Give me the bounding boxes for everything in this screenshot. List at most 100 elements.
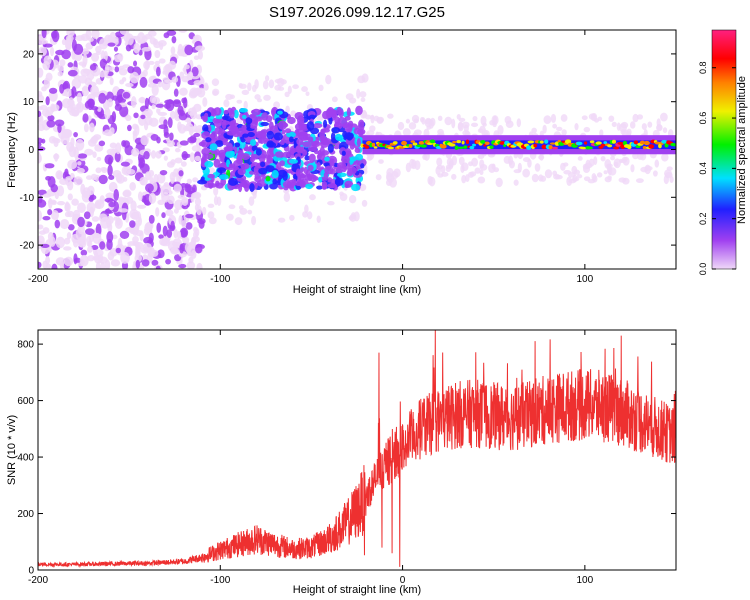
heatmap-blob: [193, 226, 198, 233]
heatmap-blob: [82, 113, 89, 123]
heatmap-blob: [440, 165, 446, 174]
heatmap-blob: [118, 67, 128, 76]
heatmap-blob: [122, 140, 131, 149]
heatmap-blob: [135, 259, 141, 269]
carrier-band-blob: [480, 140, 486, 144]
heatmap-blob: [45, 106, 54, 117]
carrier-band-blob: [412, 142, 418, 146]
heatmap-blob: [599, 129, 604, 137]
heatmap-blob: [107, 98, 113, 108]
heatmap-blob: [157, 81, 163, 88]
bottom-y-axis-label: SNR (10 * v/v): [6, 415, 18, 485]
heatmap-blob: [327, 143, 334, 153]
heatmap-blob: [198, 141, 206, 147]
colorbar-tick-label: 0.0: [698, 263, 708, 276]
heatmap-blob: [81, 48, 90, 55]
heatmap-blob: [361, 199, 368, 207]
heatmap-blob: [249, 113, 256, 119]
heatmap-blob: [144, 97, 149, 110]
y-tick-label: 800: [17, 340, 34, 351]
carrier-band-blob: [539, 140, 544, 144]
heatmap-blob: [88, 240, 93, 248]
heatmap-blob: [337, 162, 347, 169]
carrier-band-blob: [613, 146, 620, 150]
heatmap-blob: [168, 60, 177, 70]
carrier-band-blob: [392, 141, 398, 145]
carrier-band-blob: [548, 145, 553, 150]
carrier-band-blob: [584, 141, 588, 145]
heatmap-blob: [161, 212, 166, 219]
heatmap-blob: [228, 204, 236, 210]
heatmap-blob: [261, 135, 267, 140]
heatmap-blob: [95, 223, 102, 236]
heatmap-blob: [191, 66, 199, 77]
heatmap-blob: [190, 238, 196, 249]
heatmap-blob: [338, 108, 344, 118]
heatmap-blob: [83, 123, 89, 133]
heatmap-blob: [310, 140, 321, 148]
heatmap-blob: [538, 174, 544, 182]
heatmap-blob: [84, 148, 94, 156]
heatmap-blob: [277, 110, 283, 115]
heatmap-blob: [387, 113, 394, 119]
heatmap-blob: [162, 225, 168, 237]
heatmap-blob: [251, 215, 257, 226]
heatmap-blob: [151, 104, 156, 110]
heatmap-blob: [170, 46, 176, 55]
heatmap-blob: [184, 44, 194, 56]
heatmap-blob: [64, 168, 69, 178]
heatmap-blob: [163, 131, 170, 139]
heatmap-blob: [272, 178, 278, 185]
heatmap-blob: [255, 148, 262, 156]
carrier-band-blob: [472, 143, 476, 147]
heatmap-blob: [302, 211, 309, 218]
heatmap-blob: [255, 131, 263, 139]
heatmap-blob: [264, 75, 270, 82]
y-tick-label: 400: [17, 453, 34, 464]
heatmap-blob: [55, 170, 63, 180]
heatmap-blob: [652, 170, 658, 177]
heatmap-blob: [321, 184, 327, 190]
heatmap-blob: [157, 111, 168, 117]
heatmap-blob: [189, 152, 195, 163]
heatmap-blob: [133, 60, 138, 67]
heatmap-blob: [249, 139, 257, 146]
heatmap-blob: [104, 64, 110, 76]
heatmap-blob: [38, 235, 45, 246]
heatmap-blob: [107, 42, 116, 47]
heatmap-blob: [179, 243, 184, 254]
heatmap-blob: [48, 87, 58, 94]
heatmap-blob: [67, 62, 74, 68]
heatmap-blob: [106, 231, 114, 243]
heatmap-blob: [164, 99, 174, 105]
heatmap-blob: [207, 203, 215, 209]
carrier-band-blob: [642, 146, 647, 150]
heatmap-blob: [290, 147, 297, 153]
heatmap-blob: [89, 122, 95, 133]
heatmap-blob: [472, 115, 478, 122]
heatmap-blob: [223, 99, 230, 108]
heatmap-blob: [302, 141, 312, 148]
heatmap-blob: [316, 116, 324, 121]
heatmap-blob: [109, 77, 114, 86]
heatmap-blob: [181, 220, 187, 228]
heatmap-blob: [477, 176, 486, 184]
heatmap-blob: [344, 116, 351, 121]
heatmap-blob: [129, 182, 136, 191]
heatmap-blob: [207, 211, 215, 219]
heatmap-blob: [261, 112, 269, 121]
carrier-band-blob: [434, 143, 440, 147]
heatmap-blob: [241, 179, 250, 189]
heatmap-blob: [151, 96, 161, 105]
heatmap-blob: [257, 138, 263, 144]
colorbar-tick-label: 0.6: [698, 112, 708, 125]
heatmap-blob: [369, 115, 375, 120]
heatmap-blob: [577, 156, 583, 161]
heatmap-blob: [159, 238, 167, 246]
heatmap-blob: [664, 169, 672, 178]
carrier-band-blob: [429, 139, 436, 144]
heatmap-blob: [196, 262, 203, 269]
heatmap-blob: [375, 174, 382, 181]
